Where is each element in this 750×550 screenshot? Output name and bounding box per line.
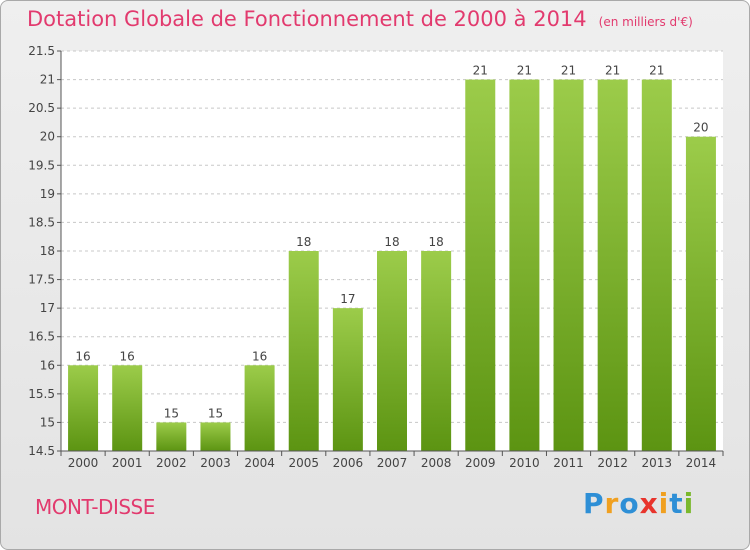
brand-letter: i bbox=[683, 487, 695, 520]
y-tick-label: 17 bbox=[40, 301, 55, 315]
x-tick-label: 2000 bbox=[68, 456, 99, 470]
y-tick-label: 16 bbox=[40, 358, 55, 372]
bar-value-label: 18 bbox=[296, 235, 311, 249]
bar bbox=[288, 251, 319, 451]
bar-value-label: 18 bbox=[428, 235, 443, 249]
bar bbox=[509, 79, 540, 452]
x-tick-label: 2007 bbox=[377, 456, 408, 470]
x-tick-label: 2006 bbox=[333, 456, 364, 470]
bar-value-label: 21 bbox=[473, 64, 488, 78]
bar-value-label: 16 bbox=[252, 349, 267, 363]
title-block: Dotation Globale de Fonctionnement de 20… bbox=[27, 7, 693, 31]
x-tick-label: 2011 bbox=[553, 456, 584, 470]
bar bbox=[685, 136, 716, 451]
x-tick-label: 2013 bbox=[642, 456, 673, 470]
bar bbox=[68, 365, 99, 451]
brand-logo: Proxiti bbox=[583, 487, 694, 520]
y-tick-label: 21 bbox=[40, 73, 55, 87]
x-tick-label: 2003 bbox=[200, 456, 231, 470]
bar-value-label: 16 bbox=[120, 349, 135, 363]
x-tick-label: 2009 bbox=[465, 456, 496, 470]
brand-letter: r bbox=[604, 487, 620, 520]
bar-value-label: 21 bbox=[649, 64, 664, 78]
brand-letter: x bbox=[639, 487, 659, 520]
bar-value-label: 21 bbox=[561, 64, 576, 78]
axes: 14.5 15 15.5 16 16.5 17 17.5 18 18.5 19 19.5 20 20.5… bbox=[28, 44, 724, 470]
y-tick-label: 16.5 bbox=[28, 330, 55, 344]
bar bbox=[553, 79, 584, 452]
y-tick-label: 15.5 bbox=[28, 387, 55, 401]
chart-title: Dotation Globale de Fonctionnement de 20… bbox=[27, 7, 587, 31]
bar-value-label: 15 bbox=[208, 406, 223, 420]
bar-value-label: 15 bbox=[164, 406, 179, 420]
bar-value-label: 16 bbox=[75, 349, 90, 363]
bar bbox=[421, 251, 452, 451]
x-tick-label: 2010 bbox=[509, 456, 540, 470]
x-tick-label: 2004 bbox=[244, 456, 275, 470]
bar bbox=[244, 365, 275, 451]
x-tick-label: 2008 bbox=[421, 456, 452, 470]
brand-letter: P bbox=[583, 487, 605, 520]
x-tick-label: 2002 bbox=[156, 456, 187, 470]
chart-subtitle: (en milliers d'€) bbox=[598, 15, 693, 29]
y-tick-label: 15 bbox=[40, 415, 55, 429]
y-tick-label: 17.5 bbox=[28, 273, 55, 287]
commune-name: MONT-DISSE bbox=[35, 495, 155, 519]
y-tick-label: 20 bbox=[40, 130, 55, 144]
bar bbox=[465, 79, 496, 452]
bar-value-label: 21 bbox=[517, 64, 532, 78]
brand-letter: o bbox=[619, 487, 640, 520]
y-tick-label: 18 bbox=[40, 244, 55, 258]
y-tick-label: 19 bbox=[40, 187, 55, 201]
bar bbox=[156, 422, 187, 451]
bar-value-label: 21 bbox=[605, 64, 620, 78]
brand-letter: i bbox=[658, 487, 670, 520]
y-tick-label: 20.5 bbox=[28, 101, 55, 115]
bar-value-label: 20 bbox=[693, 121, 708, 135]
y-tick-label: 18.5 bbox=[28, 215, 55, 229]
brand-letter: t bbox=[669, 487, 684, 520]
x-tick-label: 2012 bbox=[597, 456, 628, 470]
bar bbox=[377, 251, 407, 451]
y-tick-label: 14.5 bbox=[28, 444, 55, 458]
bar-value-label: 18 bbox=[384, 235, 399, 249]
bar bbox=[112, 365, 143, 451]
y-tick-label: 19.5 bbox=[28, 158, 55, 172]
bar bbox=[597, 79, 628, 452]
x-tick-label: 2014 bbox=[686, 456, 717, 470]
y-tick-label: 21.5 bbox=[28, 44, 55, 58]
bar bbox=[641, 79, 672, 452]
bar bbox=[200, 422, 231, 451]
x-tick-label: 2001 bbox=[112, 456, 143, 470]
bar-value-label: 17 bbox=[340, 292, 355, 306]
bars: 16 16 15 15 16 18 17 18 18 21 21 21 21 21 20 bbox=[68, 64, 716, 452]
x-tick-label: 2005 bbox=[288, 456, 319, 470]
bar bbox=[332, 308, 363, 451]
